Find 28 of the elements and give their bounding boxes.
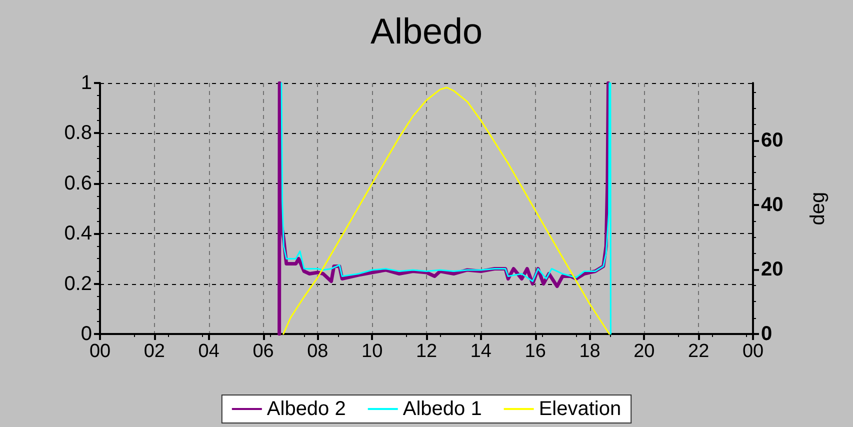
- chart-title: Albedo: [370, 10, 483, 52]
- legend-label: Albedo 2: [266, 398, 346, 420]
- y-tick-label: 0.6: [64, 172, 92, 194]
- x-tick-label: 10: [362, 341, 383, 362]
- x-tick-label: 00: [742, 341, 764, 362]
- x-tick-label: 06: [252, 341, 274, 362]
- x-tick-label: 08: [307, 341, 328, 362]
- y-tick-label: 0.4: [64, 222, 92, 245]
- x-tick-label: 14: [470, 341, 492, 362]
- y2-tick-label: 20: [761, 258, 784, 280]
- y-tick-label: 0.2: [64, 272, 92, 295]
- x-tick-label: 04: [198, 341, 220, 362]
- x-tick-label: 16: [524, 341, 546, 362]
- y2-tick-label: 0: [761, 323, 772, 345]
- x-tick-label: 00: [89, 341, 111, 362]
- x-tick-label: 20: [634, 341, 655, 362]
- y-tick-label: 0: [80, 323, 92, 345]
- legend-label: Elevation: [538, 398, 622, 420]
- legend-label: Albedo 1: [402, 398, 482, 420]
- x-tick-label: 18: [579, 341, 600, 362]
- x-tick-label: 02: [144, 341, 165, 362]
- x-tick-label: 12: [416, 341, 438, 362]
- y2-tick-label: 40: [761, 194, 784, 216]
- y2-axis-title: deg: [807, 192, 829, 226]
- x-tick-label: 22: [688, 341, 710, 362]
- y2-tick-label: 60: [761, 129, 784, 152]
- y-tick-label: 1: [80, 72, 92, 94]
- y-tick-label: 0.8: [64, 122, 92, 144]
